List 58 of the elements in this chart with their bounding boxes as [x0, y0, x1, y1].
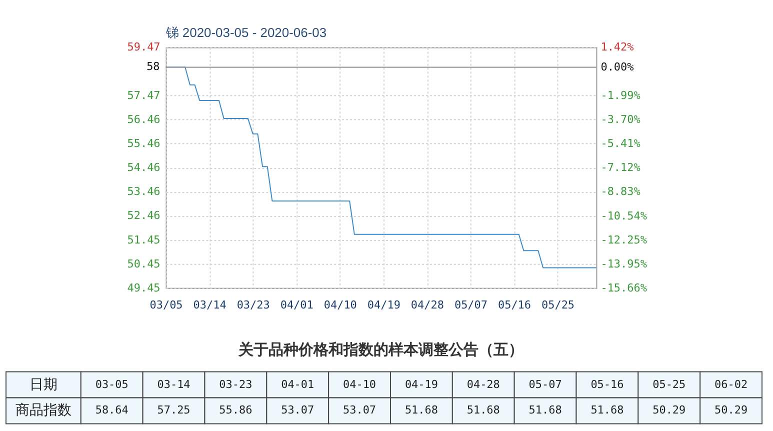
data-label: 53.07 — [281, 404, 314, 417]
y2-tick-label: -3.70% — [600, 112, 641, 126]
x-tick-label: 05/25 — [542, 298, 575, 312]
x-tick-label: 05/16 — [498, 298, 532, 312]
data-label: 51.68 — [590, 404, 624, 417]
category-label: 06-02 — [714, 378, 748, 391]
data-label: 50.29 — [714, 404, 748, 417]
y2-tick-label: 1.42% — [600, 40, 634, 54]
y2-tick-label: -10.54% — [600, 209, 648, 222]
category-label: 04-01 — [281, 378, 314, 391]
data-label: 50.29 — [652, 404, 686, 417]
y-tick-label: 51.45 — [127, 233, 160, 246]
data-label: 55.86 — [219, 404, 252, 417]
y2-tick-label: 0.00% — [600, 60, 634, 74]
data-label: 51.68 — [466, 404, 500, 417]
x-tick-label: 05/07 — [454, 298, 488, 312]
y2-tick-label: -7.12% — [600, 161, 641, 174]
y-tick-label: 52.46 — [127, 209, 160, 222]
x-tick-label: 04/28 — [410, 298, 444, 312]
data-label: 51.68 — [404, 404, 438, 417]
data-label: 51.68 — [528, 404, 562, 417]
category-label: 03-14 — [157, 378, 191, 391]
category-label: 05-25 — [652, 378, 686, 391]
text: 商品指数 — [15, 402, 72, 418]
y-tick-label: 49.45 — [127, 281, 160, 294]
y2-tick-label: -5.41% — [600, 136, 641, 150]
y-tick-label: 50.45 — [127, 257, 160, 270]
y2-tick-label: -15.66% — [600, 281, 648, 294]
y-tick-label: 56.46 — [127, 113, 160, 126]
text: 日期 — [29, 376, 58, 392]
x-tick-label: 04/01 — [280, 298, 314, 312]
text: 关于品种价格和指数的样本调整公告（五） — [238, 341, 524, 358]
x-tick-label: 03/05 — [150, 298, 183, 312]
category-label: 05-07 — [528, 378, 562, 391]
category-label: 04-28 — [466, 378, 500, 391]
category-label: 04-19 — [404, 378, 438, 391]
data-label: 53.07 — [343, 404, 376, 417]
y2-tick-label: -13.95% — [600, 257, 648, 270]
y2-tick-label: -1.99% — [600, 88, 641, 102]
x-tick-label: 04/19 — [367, 298, 400, 312]
y2-tick-label: -8.83% — [600, 185, 641, 198]
y2-tick-label: -12.25% — [600, 233, 648, 246]
x-tick-label: 04/10 — [324, 298, 357, 312]
data-label: 57.25 — [157, 404, 190, 417]
chart-title: 锑 2020-03-05 - 2020-06-03 — [164, 25, 327, 40]
x-tick-label: 03/14 — [193, 298, 227, 312]
category-label: 03-05 — [95, 378, 128, 391]
text: 58 — [146, 60, 160, 74]
category-label: 04-10 — [343, 378, 376, 391]
y-tick-label: 54.46 — [127, 161, 160, 174]
y-tick-label: 59.47 — [127, 40, 160, 54]
x-tick-label: 03/23 — [236, 298, 270, 312]
category-label: 03-23 — [219, 378, 252, 391]
y-tick-label: 55.46 — [127, 137, 160, 150]
y-tick-label: 53.46 — [127, 185, 160, 198]
y-tick-label: 57.47 — [127, 88, 160, 102]
data-label: 58.64 — [95, 404, 129, 417]
category-label: 05-16 — [590, 378, 624, 391]
